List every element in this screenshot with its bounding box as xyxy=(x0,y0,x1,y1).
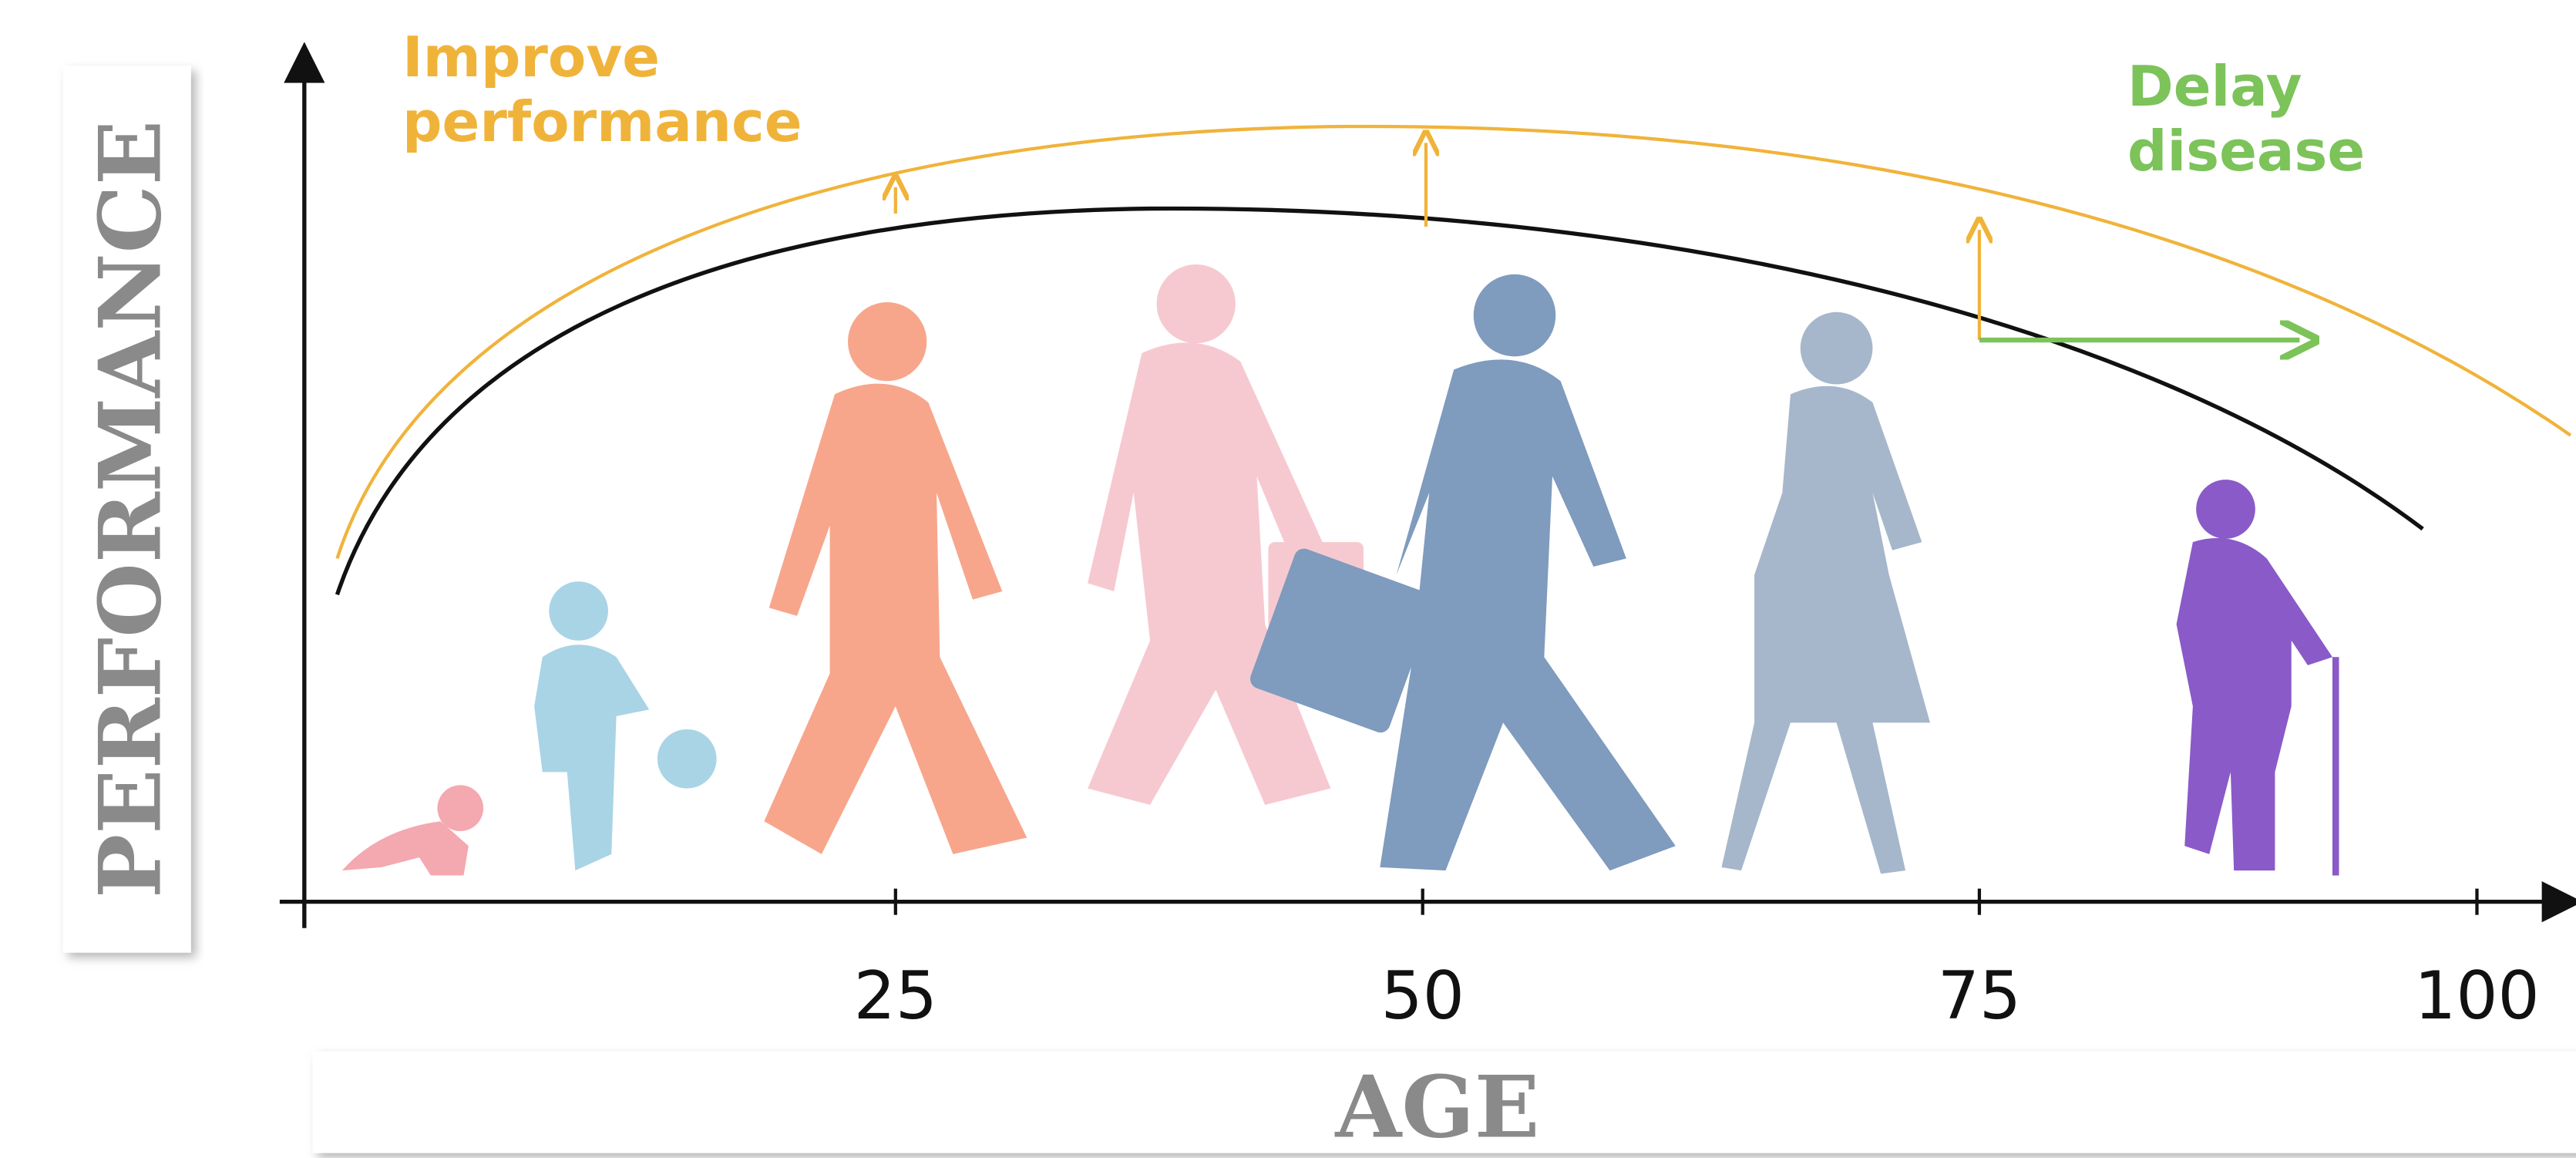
x-title-box xyxy=(312,1051,2576,1153)
x-axis-title: AGE xyxy=(1334,1057,1539,1157)
silhouettes xyxy=(341,264,2339,876)
adult-woman-bag xyxy=(1088,264,1364,805)
businessman xyxy=(1250,274,1676,871)
x-tick-label: 75 xyxy=(1938,958,2021,1035)
x-tick-label: 50 xyxy=(1380,958,1464,1035)
woman xyxy=(1721,311,1931,874)
y-axis-title: PERFORMANCE xyxy=(80,120,180,898)
old-man xyxy=(2176,480,2339,876)
annotation-delay: Delay disease xyxy=(2127,54,2366,183)
toddler xyxy=(534,581,717,871)
x-tick-label: 25 xyxy=(854,958,937,1035)
annotation-improve: Improve performance xyxy=(402,25,802,154)
baby xyxy=(341,785,484,876)
baseline-curve xyxy=(335,206,2424,596)
x-ticks: 25 50 75 100 xyxy=(854,888,2540,1035)
y-title-box xyxy=(62,66,191,953)
improved-curve xyxy=(335,124,2572,560)
x-tick-label: 100 xyxy=(2414,958,2540,1035)
young-man xyxy=(764,302,1027,854)
